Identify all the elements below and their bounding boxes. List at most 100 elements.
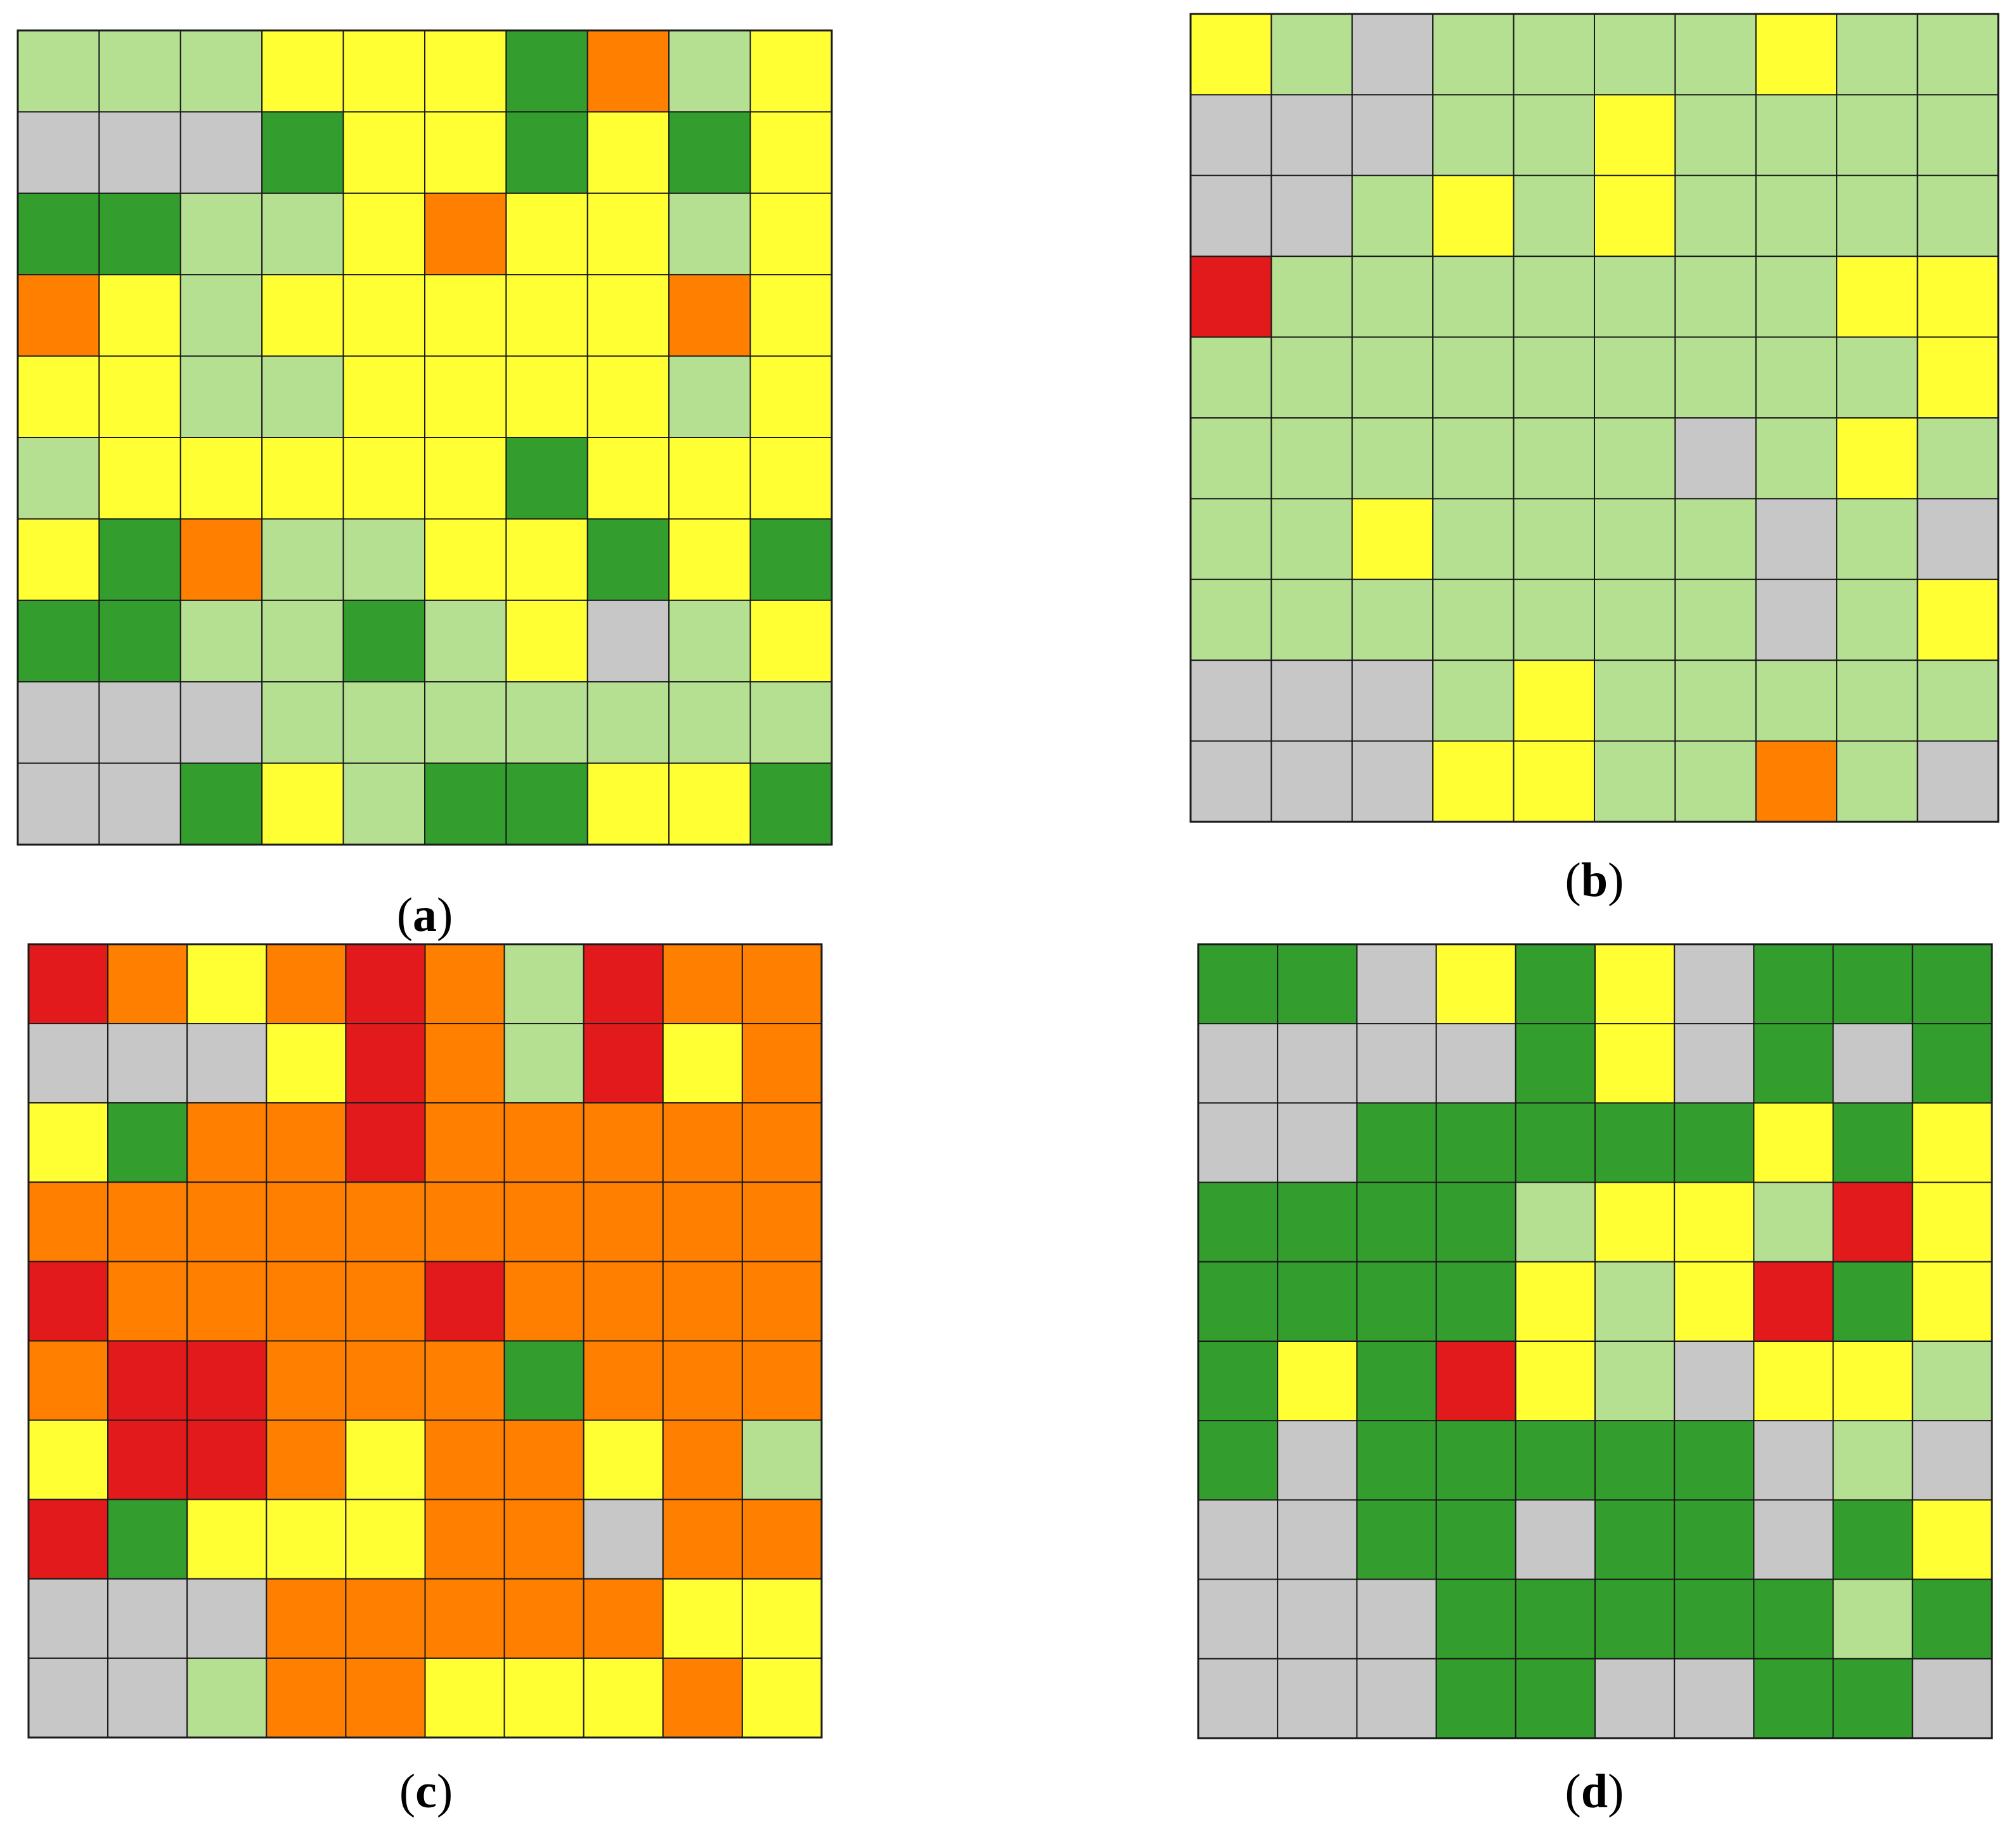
heatmap-a-cell-r10-c8 [586,762,670,845]
heatmap-b-cell-r8-c3 [1351,578,1434,661]
heatmap-d-cell-r5-c4 [1435,1261,1516,1342]
heatmap-b-cell-r10-c4 [1432,740,1515,822]
heatmap-c-cell-r3-c10 [741,1102,823,1183]
heatmap-a-cell-r3-c5 [342,192,425,276]
heatmap-b-cell-r7-c5 [1513,498,1596,580]
heatmap-c-cell-r5-c10 [741,1261,823,1342]
heatmap-c-cell-r7-c6 [424,1419,505,1500]
heatmap-c-cell-r10-c7 [503,1657,585,1739]
heatmap-b-cell-r5-c6 [1594,336,1676,419]
heatmap-c-cell-r8-c10 [741,1498,823,1580]
heatmap-a-cell-r6-c5 [342,437,425,520]
heatmap-a-cell-r1-c8 [586,30,670,113]
heatmap-a-cell-r1-c5 [342,30,425,113]
heatmap-b-cell-r6-c3 [1351,417,1434,500]
heatmap-c-cell-r8-c3 [186,1498,268,1580]
heatmap-b-cell-r6-c9 [1836,417,1918,500]
heatmap-b-cell-r2-c1 [1190,94,1272,176]
heatmap-b-cell-r8-c6 [1594,578,1676,661]
heatmap-b-cell-r5-c8 [1755,336,1838,419]
heatmap-c-cell-r4-c7 [503,1181,585,1263]
heatmap-a-cell-r5-c9 [668,355,751,438]
heatmap-b-cell-r3-c6 [1594,174,1676,257]
heatmap-a-cell-r6-c8 [586,437,670,520]
heatmap-b-cell-r3-c5 [1513,174,1596,257]
heatmap-c-cell-r5-c5 [345,1261,426,1342]
heatmap-c-cell-r6-c2 [107,1340,188,1421]
heatmap-b-cell-r6-c5 [1513,417,1596,500]
heatmap-b-cell-r6-c2 [1270,417,1353,500]
heatmap-a-cell-r8-c10 [749,599,832,683]
heatmap-c-cell-r9-c1 [28,1578,109,1659]
heatmap-a-cell-r1-c7 [505,30,588,113]
heatmap-b-cell-r2-c5 [1513,94,1596,176]
heatmap-b-cell-r10-c2 [1270,740,1353,822]
heatmap-c-cell-r3-c1 [28,1102,109,1183]
heatmap-b-cell-r10-c1 [1190,740,1272,822]
heatmap-c-cell-r2-c3 [186,1023,268,1104]
heatmap-a-cell-r8-c2 [98,599,181,683]
heatmap-d-cell-r3-c9 [1832,1102,1913,1183]
heatmap-a-cell-r9-c6 [424,681,507,764]
heatmap-d-cell-r2-c5 [1515,1023,1596,1104]
heatmap-d-cell-r4-c9 [1832,1181,1913,1263]
heatmap-d-cell-r5-c2 [1277,1261,1358,1342]
heatmap-c-border [27,943,823,1739]
heatmap-c-cell-r7-c1 [28,1419,109,1500]
heatmap-b-cell-r1-c3 [1351,13,1434,96]
heatmap-b-cell-r4-c4 [1432,256,1515,338]
heatmap-d-cell-r10-c1 [1198,1658,1279,1739]
heatmap-c-cell-r7-c5 [345,1419,426,1500]
heatmap-c-cell-r4-c3 [186,1181,268,1263]
heatmap-a-cell-r5-c5 [342,355,425,438]
heatmap-b-cell-r9-c6 [1594,659,1676,742]
heatmap-d-cell-r9-c2 [1277,1578,1358,1660]
heatmap-c-cell-r2-c4 [266,1023,347,1104]
caption-b: (b) [1565,854,1624,907]
heatmap-b-cell-r10-c9 [1836,740,1918,822]
heatmap-a-cell-r2-c2 [98,111,181,194]
heatmap-c-cell-r5-c6 [424,1261,505,1342]
heatmap-d-cell-r4-c10 [1911,1181,1993,1263]
heatmap-d-cell-r10-c7 [1674,1658,1755,1739]
heatmap-a-cell-r3-c1 [17,192,100,276]
heatmap-d-cell-r3-c7 [1674,1102,1755,1183]
heatmap-c-cell-r10-c6 [424,1657,505,1739]
heatmap-b-cell-r8-c7 [1674,578,1757,661]
heatmap-c-cell-r2-c8 [583,1023,664,1104]
heatmap-d-cell-r8-c2 [1277,1499,1358,1580]
heatmap-c-cell-r8-c8 [583,1498,664,1580]
heatmap-a-cell-r8-c8 [586,599,670,683]
heatmap-a-cell-r6-c1 [17,437,100,520]
heatmap-c-cell-r1-c8 [583,944,664,1025]
heatmap-a-cell-r9-c8 [586,681,670,764]
heatmap-c-cell-r5-c1 [28,1261,109,1342]
heatmap-a-cell-r6-c3 [179,437,263,520]
heatmap-b-cell-r10-c5 [1513,740,1596,822]
heatmap-b-cell-r7-c3 [1351,498,1434,580]
heatmap-d-cell-r3-c3 [1356,1102,1437,1183]
heatmap-d-cell-r6-c7 [1674,1341,1755,1422]
heatmap-d [1197,943,1993,1739]
heatmap-a-cell-r1-c2 [98,30,181,113]
heatmap-d-cell-r3-c1 [1198,1102,1279,1183]
heatmap-a-cell-r10-c2 [98,762,181,845]
heatmap-d-cell-r9-c5 [1515,1578,1596,1660]
heatmap-b-cell-r9-c8 [1755,659,1838,742]
heatmap-a-cell-r9-c3 [179,681,263,764]
heatmap-a-cell-r9-c9 [668,681,751,764]
heatmap-a-cell-r7-c4 [261,518,344,601]
heatmap-a-cell-r8-c6 [424,599,507,683]
heatmap-c-cell-r10-c8 [583,1657,664,1739]
heatmap-c-cell-r9-c5 [345,1578,426,1659]
heatmap-c-cell-r1-c1 [28,944,109,1025]
heatmap-d-cell-r6-c8 [1753,1341,1834,1422]
heatmap-a-cell-r6-c2 [98,437,181,520]
heatmap-b-cell-r7-c6 [1594,498,1676,580]
heatmap-c-cell-r1-c6 [424,944,505,1025]
heatmap-c-cell-r2-c2 [107,1023,188,1104]
heatmap-a-cell-r10-c3 [179,762,263,845]
heatmap-b-cell-r9-c1 [1190,659,1272,742]
heatmap-c-cell-r5-c2 [107,1261,188,1342]
heatmap-d-cell-r2-c1 [1198,1023,1279,1104]
